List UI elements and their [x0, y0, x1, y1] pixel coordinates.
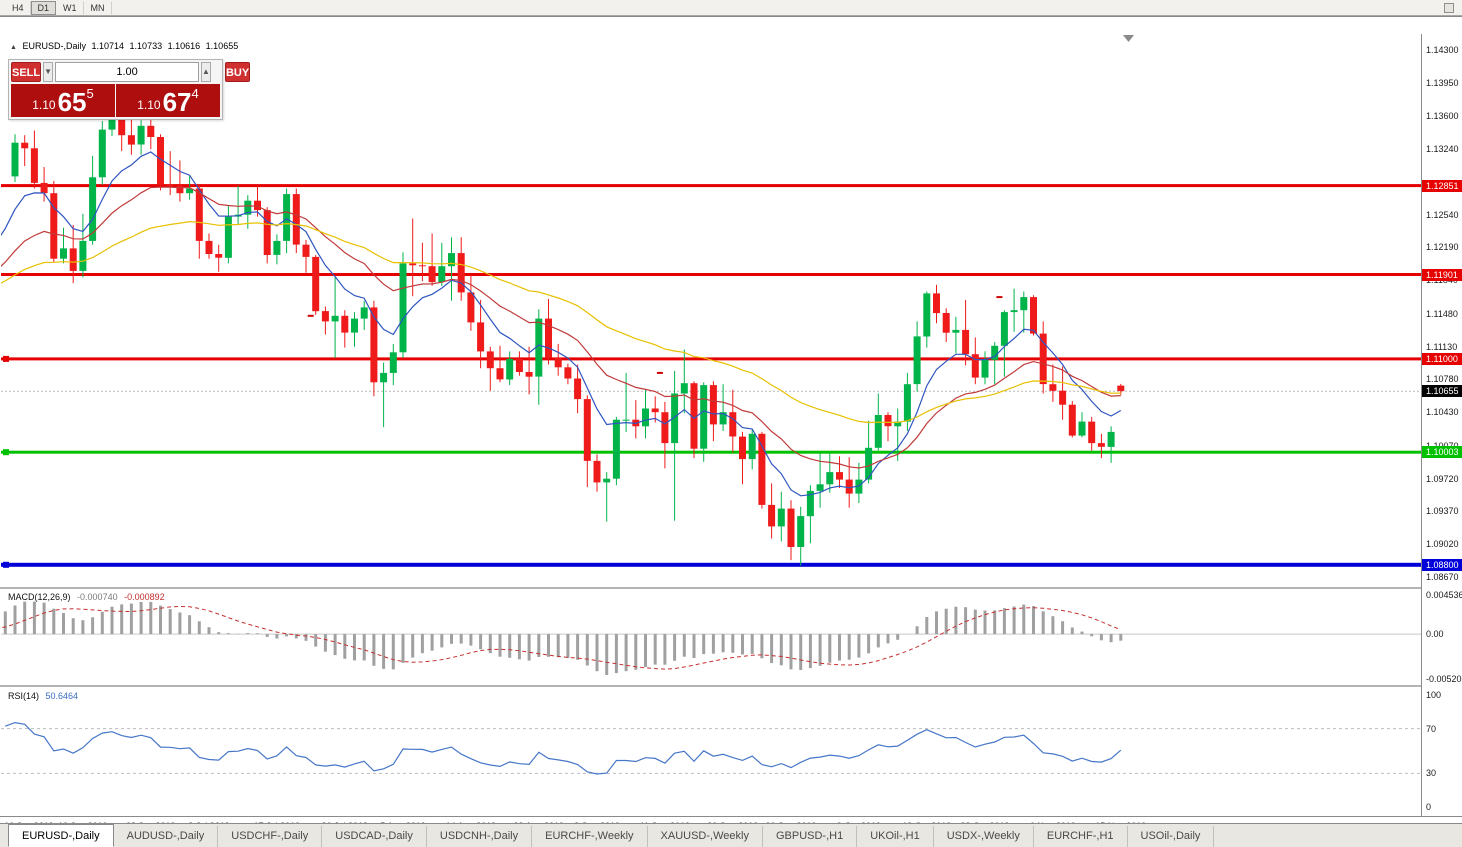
macd-signal-value: -0.000892	[124, 592, 165, 602]
axis-label: 1.12190	[1426, 242, 1459, 252]
timeframe-toolbar: H4 D1 W1 MN	[0, 0, 1462, 16]
macd-name: MACD(12,26,9)	[8, 592, 71, 602]
horizontal-level-line	[1, 357, 1422, 361]
axis-label: 1.12540	[1426, 210, 1459, 220]
price-tag: 1.10655	[1422, 385, 1462, 397]
axis-label: 1.11130	[1426, 342, 1458, 352]
axis-label: 1.13600	[1426, 111, 1459, 121]
timeframe-button-w1[interactable]: W1	[56, 0, 84, 15]
line-handle	[3, 449, 9, 456]
macd-label: MACD(12,26,9) -0.000740 -0.000892	[8, 592, 165, 602]
sell-price-tile[interactable]: 1.10 65 5	[11, 84, 115, 117]
price-axis[interactable]: 1.14300 1.13950 1.13600 1.13240 1.12540 1.121…	[1421, 34, 1462, 816]
panel-separator[interactable]	[0, 587, 1462, 589]
tab-bar: EURUSD-,Daily AUDUSD-,Daily USDCHF-,Daily U…	[0, 823, 1462, 847]
rsi-label: RSI(14) 50.6464	[8, 691, 78, 701]
horizontal-level-line	[1, 450, 1422, 454]
trade-marker-icon	[307, 314, 314, 317]
axis-label: 30	[1426, 768, 1437, 778]
rsi-name: RSI(14)	[8, 691, 40, 701]
axis-label: 1.14300	[1426, 45, 1459, 55]
axis-label: 1.13950	[1426, 78, 1459, 88]
tab-eurchf-weekly[interactable]: EURCHF-,Weekly	[532, 826, 648, 847]
timeframe-button-d1[interactable]: D1	[30, 0, 57, 15]
title-close: 1.10655	[205, 41, 239, 51]
one-click-trading-panel: SELL ▼ ▲ BUY 1.10 65 5 1.10 67 4	[8, 59, 251, 120]
buy-price-tile[interactable]: 1.10 67 4	[116, 84, 220, 117]
rsi-panel	[1, 721, 1422, 775]
tab-usdchf-daily[interactable]: USDCHF-,Daily	[218, 826, 323, 847]
timeframe-buttons: H4 D1 W1 MN	[5, 0, 112, 15]
tab-usoil-daily[interactable]: USOil-,Daily	[1128, 826, 1215, 847]
tab-eurchf-h1[interactable]: EURCHF-,H1	[1034, 826, 1128, 847]
chart-ohlc-title: ▲ EURUSD-,Daily 1.10714 1.10733 1.10616 …	[10, 41, 241, 51]
spin-down-icon: ▼	[44, 67, 53, 76]
horizontal-level-line	[1, 562, 1422, 567]
tab-xauusd-weekly[interactable]: XAUUSD-,Weekly	[648, 826, 763, 847]
symbol-marker-icon: ▲	[10, 44, 17, 51]
price-tag: 1.11000	[1422, 353, 1462, 365]
chart-canvas[interactable]	[1, 34, 1422, 587]
rsi-value: 50.6464	[45, 691, 79, 701]
price-tag: 1.12851	[1422, 180, 1462, 192]
axis-label: 1.08670	[1426, 572, 1459, 582]
line-handle	[3, 561, 9, 568]
timeframe-button-mn[interactable]: MN	[84, 0, 112, 15]
spin-up-icon: ▲	[202, 67, 210, 76]
line-handle	[3, 355, 9, 362]
tab-audusd-daily[interactable]: AUDUSD-,Daily	[114, 826, 219, 847]
title-high: 1.10733	[129, 41, 163, 51]
price-tag: 1.08800	[1422, 559, 1462, 571]
tab-usdcnh-daily[interactable]: USDCNH-,Daily	[427, 826, 533, 847]
axis-label: 1.09370	[1426, 506, 1459, 516]
macd-panel	[1, 601, 1422, 675]
horizontal-level-line	[1, 273, 1422, 276]
axis-label: 1.10780	[1426, 374, 1459, 384]
sell-price-pip: 5	[86, 86, 94, 101]
tab-usdx-weekly[interactable]: USDX-,Weekly	[934, 826, 1034, 847]
macd-value: -0.000740	[77, 592, 118, 602]
chart-shift-icon	[1123, 35, 1134, 42]
tab-gbpusd-h1[interactable]: GBPUSD-,H1	[763, 826, 858, 847]
axis-separator	[0, 816, 1462, 817]
timeframe-button-h4[interactable]: H4	[5, 0, 31, 15]
axis-label: 0.00	[1426, 629, 1444, 639]
buy-button[interactable]: BUY	[224, 62, 251, 82]
volume-increase-button[interactable]: ▲	[201, 62, 211, 82]
axis-label: 70	[1426, 724, 1437, 734]
toolbar-handle-icon[interactable]	[1444, 3, 1454, 13]
trade-marker-icon	[656, 371, 663, 374]
buy-price-big: 67	[162, 87, 192, 117]
tab-eurusd-daily[interactable]: EURUSD-,Daily	[8, 824, 114, 847]
volume-input[interactable]	[55, 62, 200, 82]
price-tag: 1.11901	[1422, 269, 1462, 281]
title-symbol: EURUSD-,Daily	[22, 41, 86, 51]
axis-label: 0	[1426, 802, 1432, 812]
axis-label: -0.005205	[1426, 674, 1462, 684]
price-tag: 1.10003	[1422, 446, 1462, 458]
trade-marker-icon	[996, 296, 1003, 299]
sell-price-big: 65	[57, 87, 87, 117]
tab-ukoil-h1[interactable]: UKOil-,H1	[857, 826, 934, 847]
axis-label: 0.004536	[1426, 590, 1462, 600]
candles	[1, 35, 1422, 568]
panel-separator[interactable]	[0, 685, 1462, 687]
horizontal-level-line	[1, 184, 1422, 188]
buy-price-prefix: 1.10	[137, 98, 161, 112]
axis-label: 1.10430	[1426, 407, 1459, 417]
axis-label: 1.13240	[1426, 144, 1459, 154]
volume-decrease-button[interactable]: ▼	[43, 62, 54, 82]
sell-price-prefix: 1.10	[32, 98, 56, 112]
title-low: 1.10616	[167, 41, 201, 51]
buy-price-pip: 4	[191, 86, 199, 101]
chart-window: 10 Jun 201919 Jun 201928 Jun 20198 Jul 2…	[0, 16, 1462, 839]
tab-usdcad-daily[interactable]: USDCAD-,Daily	[322, 826, 427, 847]
axis-label: 100	[1426, 690, 1442, 700]
title-open: 1.10714	[91, 41, 125, 51]
sell-button[interactable]: SELL	[11, 62, 42, 82]
axis-label: 1.09020	[1426, 539, 1459, 549]
axis-label: 1.09720	[1426, 474, 1459, 484]
axis-label: 1.11480	[1426, 309, 1458, 319]
